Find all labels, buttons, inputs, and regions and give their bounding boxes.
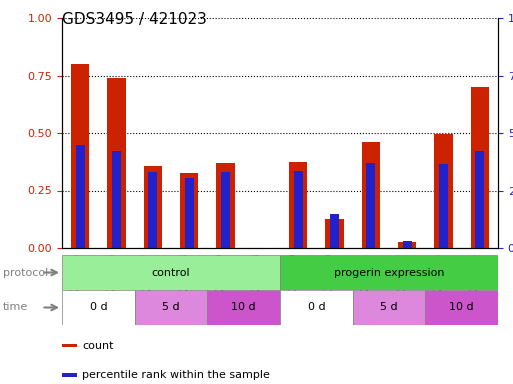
FancyBboxPatch shape	[62, 255, 280, 290]
Bar	[362, 142, 380, 248]
Bar	[398, 242, 416, 248]
Bar	[107, 78, 126, 248]
Bar	[403, 241, 412, 248]
Bar	[289, 162, 307, 248]
FancyBboxPatch shape	[280, 255, 498, 290]
Bar	[180, 173, 198, 248]
Bar	[112, 151, 121, 248]
FancyBboxPatch shape	[62, 290, 135, 325]
Bar	[216, 163, 234, 248]
Text: progerin expression: progerin expression	[334, 268, 444, 278]
FancyBboxPatch shape	[135, 290, 207, 325]
Text: protocol: protocol	[3, 268, 48, 278]
FancyBboxPatch shape	[207, 290, 280, 325]
Text: 5 d: 5 d	[380, 303, 398, 313]
Bar	[293, 171, 303, 248]
Text: 0 d: 0 d	[307, 303, 325, 313]
Bar	[144, 166, 162, 248]
Text: count: count	[82, 341, 113, 351]
Bar	[71, 64, 89, 248]
Bar	[75, 144, 85, 248]
FancyBboxPatch shape	[280, 290, 352, 325]
Bar	[325, 219, 344, 248]
Bar	[62, 344, 77, 348]
Text: GDS3495 / 421023: GDS3495 / 421023	[62, 12, 206, 26]
Bar	[185, 178, 194, 248]
Text: 10 d: 10 d	[449, 303, 474, 313]
FancyBboxPatch shape	[352, 290, 425, 325]
Bar	[435, 134, 452, 248]
Text: percentile rank within the sample: percentile rank within the sample	[82, 370, 270, 380]
Text: 0 d: 0 d	[90, 303, 107, 313]
Bar	[148, 172, 157, 248]
Text: control: control	[152, 268, 190, 278]
Bar	[221, 172, 230, 248]
Bar	[62, 373, 77, 377]
Text: time: time	[3, 303, 28, 313]
Bar	[439, 164, 448, 248]
Text: 5 d: 5 d	[162, 303, 180, 313]
Bar	[475, 151, 484, 248]
Bar	[471, 87, 489, 248]
Bar	[366, 163, 376, 248]
FancyBboxPatch shape	[425, 290, 498, 325]
Bar	[330, 214, 339, 248]
Text: 10 d: 10 d	[231, 303, 256, 313]
